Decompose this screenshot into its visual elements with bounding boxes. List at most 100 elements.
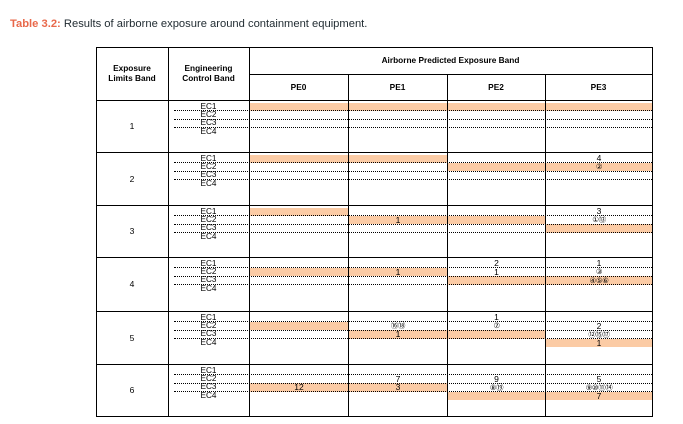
value-cell: 3 <box>596 206 602 217</box>
row-divider <box>174 391 652 393</box>
ec-label-ec1: EC1 <box>200 365 217 375</box>
value-cell: 1 <box>349 330 447 339</box>
value-cell <box>250 128 348 136</box>
value-cell <box>250 267 348 277</box>
ec-label-ec4: EC4 <box>200 178 217 188</box>
row-divider <box>174 382 652 384</box>
ec-label-ec2: EC2 <box>200 109 217 119</box>
header-bottom-line <box>96 100 652 101</box>
value-cell <box>448 102 545 111</box>
value-cell <box>448 339 545 347</box>
ec-label-ec3: EC3 <box>200 382 217 392</box>
column-divider <box>348 74 349 416</box>
value-cell: 1 <box>494 312 499 323</box>
value-cell: ④⑤⑥ <box>546 276 652 285</box>
column-divider <box>168 47 169 416</box>
value-cell: ② <box>546 162 652 172</box>
value-cell <box>448 233 545 241</box>
value-cell <box>349 128 447 136</box>
group-divider <box>96 364 652 365</box>
value-cell <box>448 180 545 188</box>
value-cell: ③ <box>595 267 603 277</box>
header-airborne-band: Airborne Predicted Exposure Band <box>381 55 520 66</box>
value-cell <box>349 180 447 188</box>
row-divider <box>174 329 652 331</box>
value-cell <box>546 285 652 293</box>
value-cell <box>250 321 348 331</box>
value-cell <box>349 339 447 347</box>
value-cell <box>448 285 545 293</box>
ec-label-ec2: EC2 <box>200 266 217 276</box>
value-cell <box>448 162 545 172</box>
row-divider <box>174 179 652 181</box>
value-cell <box>349 285 447 293</box>
row-divider <box>174 374 652 376</box>
value-cell: 4 <box>596 153 602 164</box>
group-divider <box>96 205 652 206</box>
row-divider <box>174 110 652 112</box>
exposure-band-2: 2 <box>129 173 135 184</box>
value-cell <box>448 391 545 401</box>
row-divider <box>174 118 652 120</box>
value-cell: 9 <box>494 373 499 384</box>
value-cell <box>546 102 652 111</box>
ec-label-ec4: EC4 <box>200 390 217 400</box>
value-cell: 3 <box>349 383 447 392</box>
value-cell: 1 <box>349 215 447 224</box>
exposure-band-5: 5 <box>129 332 135 343</box>
value-cell <box>349 102 447 111</box>
group-divider <box>96 311 652 312</box>
value-cell <box>250 207 348 216</box>
header-divider <box>249 74 652 75</box>
row-divider <box>174 267 652 269</box>
value-cell: 7 <box>395 373 401 384</box>
ec-label-ec4: EC4 <box>200 337 217 347</box>
row-divider <box>174 321 652 323</box>
row-divider <box>174 275 652 277</box>
value-cell: ⑧⑲ <box>489 382 504 392</box>
row-divider <box>174 284 652 286</box>
header-exposure-limits-band-line: Limits Band <box>108 72 156 83</box>
value-cell <box>250 154 348 163</box>
value-cell: ⑦ <box>493 321 500 331</box>
value-cell: ①⑬ <box>592 215 606 225</box>
value-cell <box>448 276 545 285</box>
row-divider <box>174 162 652 164</box>
ec-label-ec2: EC2 <box>200 161 217 171</box>
header-pe0: PE0 <box>290 81 307 92</box>
ec-label-ec1: EC1 <box>200 258 217 268</box>
ec-label-ec4: EC4 <box>200 231 217 241</box>
value-cell <box>546 233 652 241</box>
value-cell: 12 <box>250 383 348 392</box>
value-cell: 2 <box>494 258 499 269</box>
exposure-band-1: 1 <box>129 121 135 132</box>
value-cell <box>448 128 545 136</box>
caption-label: Table 3.2: <box>10 18 61 30</box>
table-border-top <box>96 47 652 48</box>
row-divider <box>174 338 652 340</box>
value-cell <box>250 339 348 347</box>
header-pe1: PE1 <box>389 81 406 92</box>
column-divider <box>447 74 448 416</box>
group-divider <box>96 257 652 258</box>
value-cell: ⑯⑱ <box>390 321 406 331</box>
header-engineering-control-band-line: Engineering <box>184 62 233 73</box>
value-cell: ⑨⑩⑪⑭ <box>585 382 613 392</box>
exposure-band-6: 6 <box>129 385 135 396</box>
ec-label-ec3: EC3 <box>200 118 217 128</box>
value-cell: 7 <box>546 391 652 400</box>
value-cell <box>250 285 348 293</box>
header-pe3: PE3 <box>590 81 607 92</box>
ec-label-ec2: EC2 <box>200 320 217 330</box>
ec-label-ec3: EC3 <box>200 223 217 233</box>
value-cell <box>250 233 348 241</box>
value-cell: ⑫⑮⑰ <box>588 329 610 339</box>
table-caption: Table 3.2: Results of airborne exposure … <box>10 18 367 30</box>
header-engineering-control-band-line: Control Band <box>182 72 235 83</box>
column-divider <box>249 47 250 416</box>
value-cell <box>250 392 348 400</box>
ec-label-ec3: EC3 <box>200 275 217 285</box>
value-cell: 1 <box>494 266 499 277</box>
ec-label-ec1: EC1 <box>200 312 217 322</box>
ec-label-ec3: EC3 <box>200 329 217 339</box>
